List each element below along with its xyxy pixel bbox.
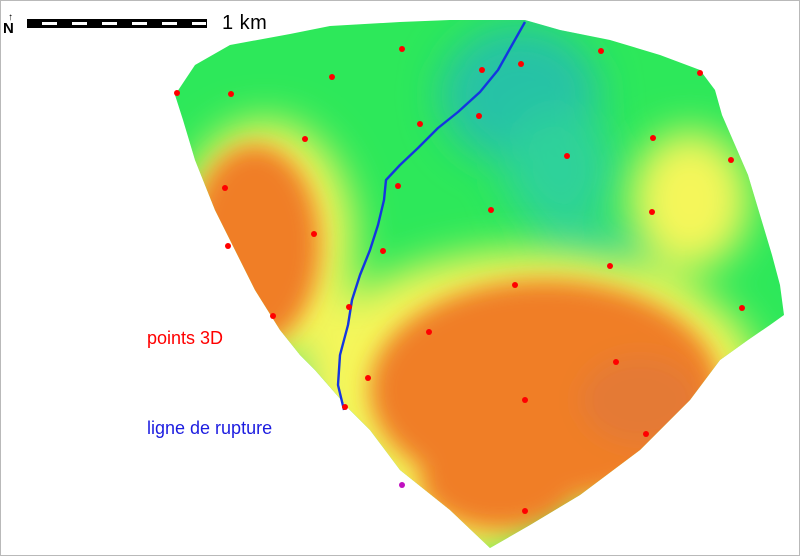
point-3d[interactable] xyxy=(522,397,528,403)
point-3d[interactable] xyxy=(302,136,308,142)
valley-low xyxy=(505,110,615,230)
point-3d[interactable] xyxy=(426,329,432,335)
point-3d[interactable] xyxy=(476,113,482,119)
point-3d[interactable] xyxy=(174,90,180,96)
point-3d[interactable] xyxy=(598,48,604,54)
point-3d[interactable] xyxy=(512,282,518,288)
terrain-raster xyxy=(175,20,784,548)
point-3d[interactable] xyxy=(607,263,613,269)
point-3d[interactable] xyxy=(399,482,405,488)
point-3d[interactable] xyxy=(342,404,348,410)
point-3d[interactable] xyxy=(311,231,317,237)
north-arrow-icon: ↑ xyxy=(8,12,13,23)
point-3d[interactable] xyxy=(488,207,494,213)
point-3d[interactable] xyxy=(380,248,386,254)
point-3d[interactable] xyxy=(228,91,234,97)
plateau-high xyxy=(420,430,580,530)
point-3d[interactable] xyxy=(643,431,649,437)
scale-label: 1 km xyxy=(222,12,268,34)
plateau-high xyxy=(190,145,320,345)
legend-break-line-label: ligne de rupture xyxy=(147,418,273,438)
point-3d[interactable] xyxy=(650,135,656,141)
point-3d[interactable] xyxy=(522,508,528,514)
point-3d[interactable] xyxy=(399,46,405,52)
point-3d[interactable] xyxy=(417,121,423,127)
point-3d[interactable] xyxy=(479,67,485,73)
point-3d[interactable] xyxy=(564,153,570,159)
break-line[interactable] xyxy=(336,21,527,411)
point-3d[interactable] xyxy=(728,157,734,163)
scale-bar xyxy=(27,19,207,28)
point-3d[interactable] xyxy=(346,304,352,310)
north-arrow: ↑ N xyxy=(3,12,14,37)
points-3d xyxy=(174,46,745,514)
legend-points-label: points 3D xyxy=(147,328,224,348)
point-3d[interactable] xyxy=(222,185,228,191)
point-3d[interactable] xyxy=(649,209,655,215)
point-3d[interactable] xyxy=(365,375,371,381)
point-3d[interactable] xyxy=(329,74,335,80)
slope-mid xyxy=(630,130,750,270)
point-3d[interactable] xyxy=(395,183,401,189)
north-label: N xyxy=(3,20,14,37)
point-3d[interactable] xyxy=(518,61,524,67)
plateau-high xyxy=(580,355,700,445)
point-3d[interactable] xyxy=(739,305,745,311)
point-3d[interactable] xyxy=(270,313,276,319)
point-3d[interactable] xyxy=(697,70,703,76)
point-3d[interactable] xyxy=(225,243,231,249)
point-3d[interactable] xyxy=(613,359,619,365)
